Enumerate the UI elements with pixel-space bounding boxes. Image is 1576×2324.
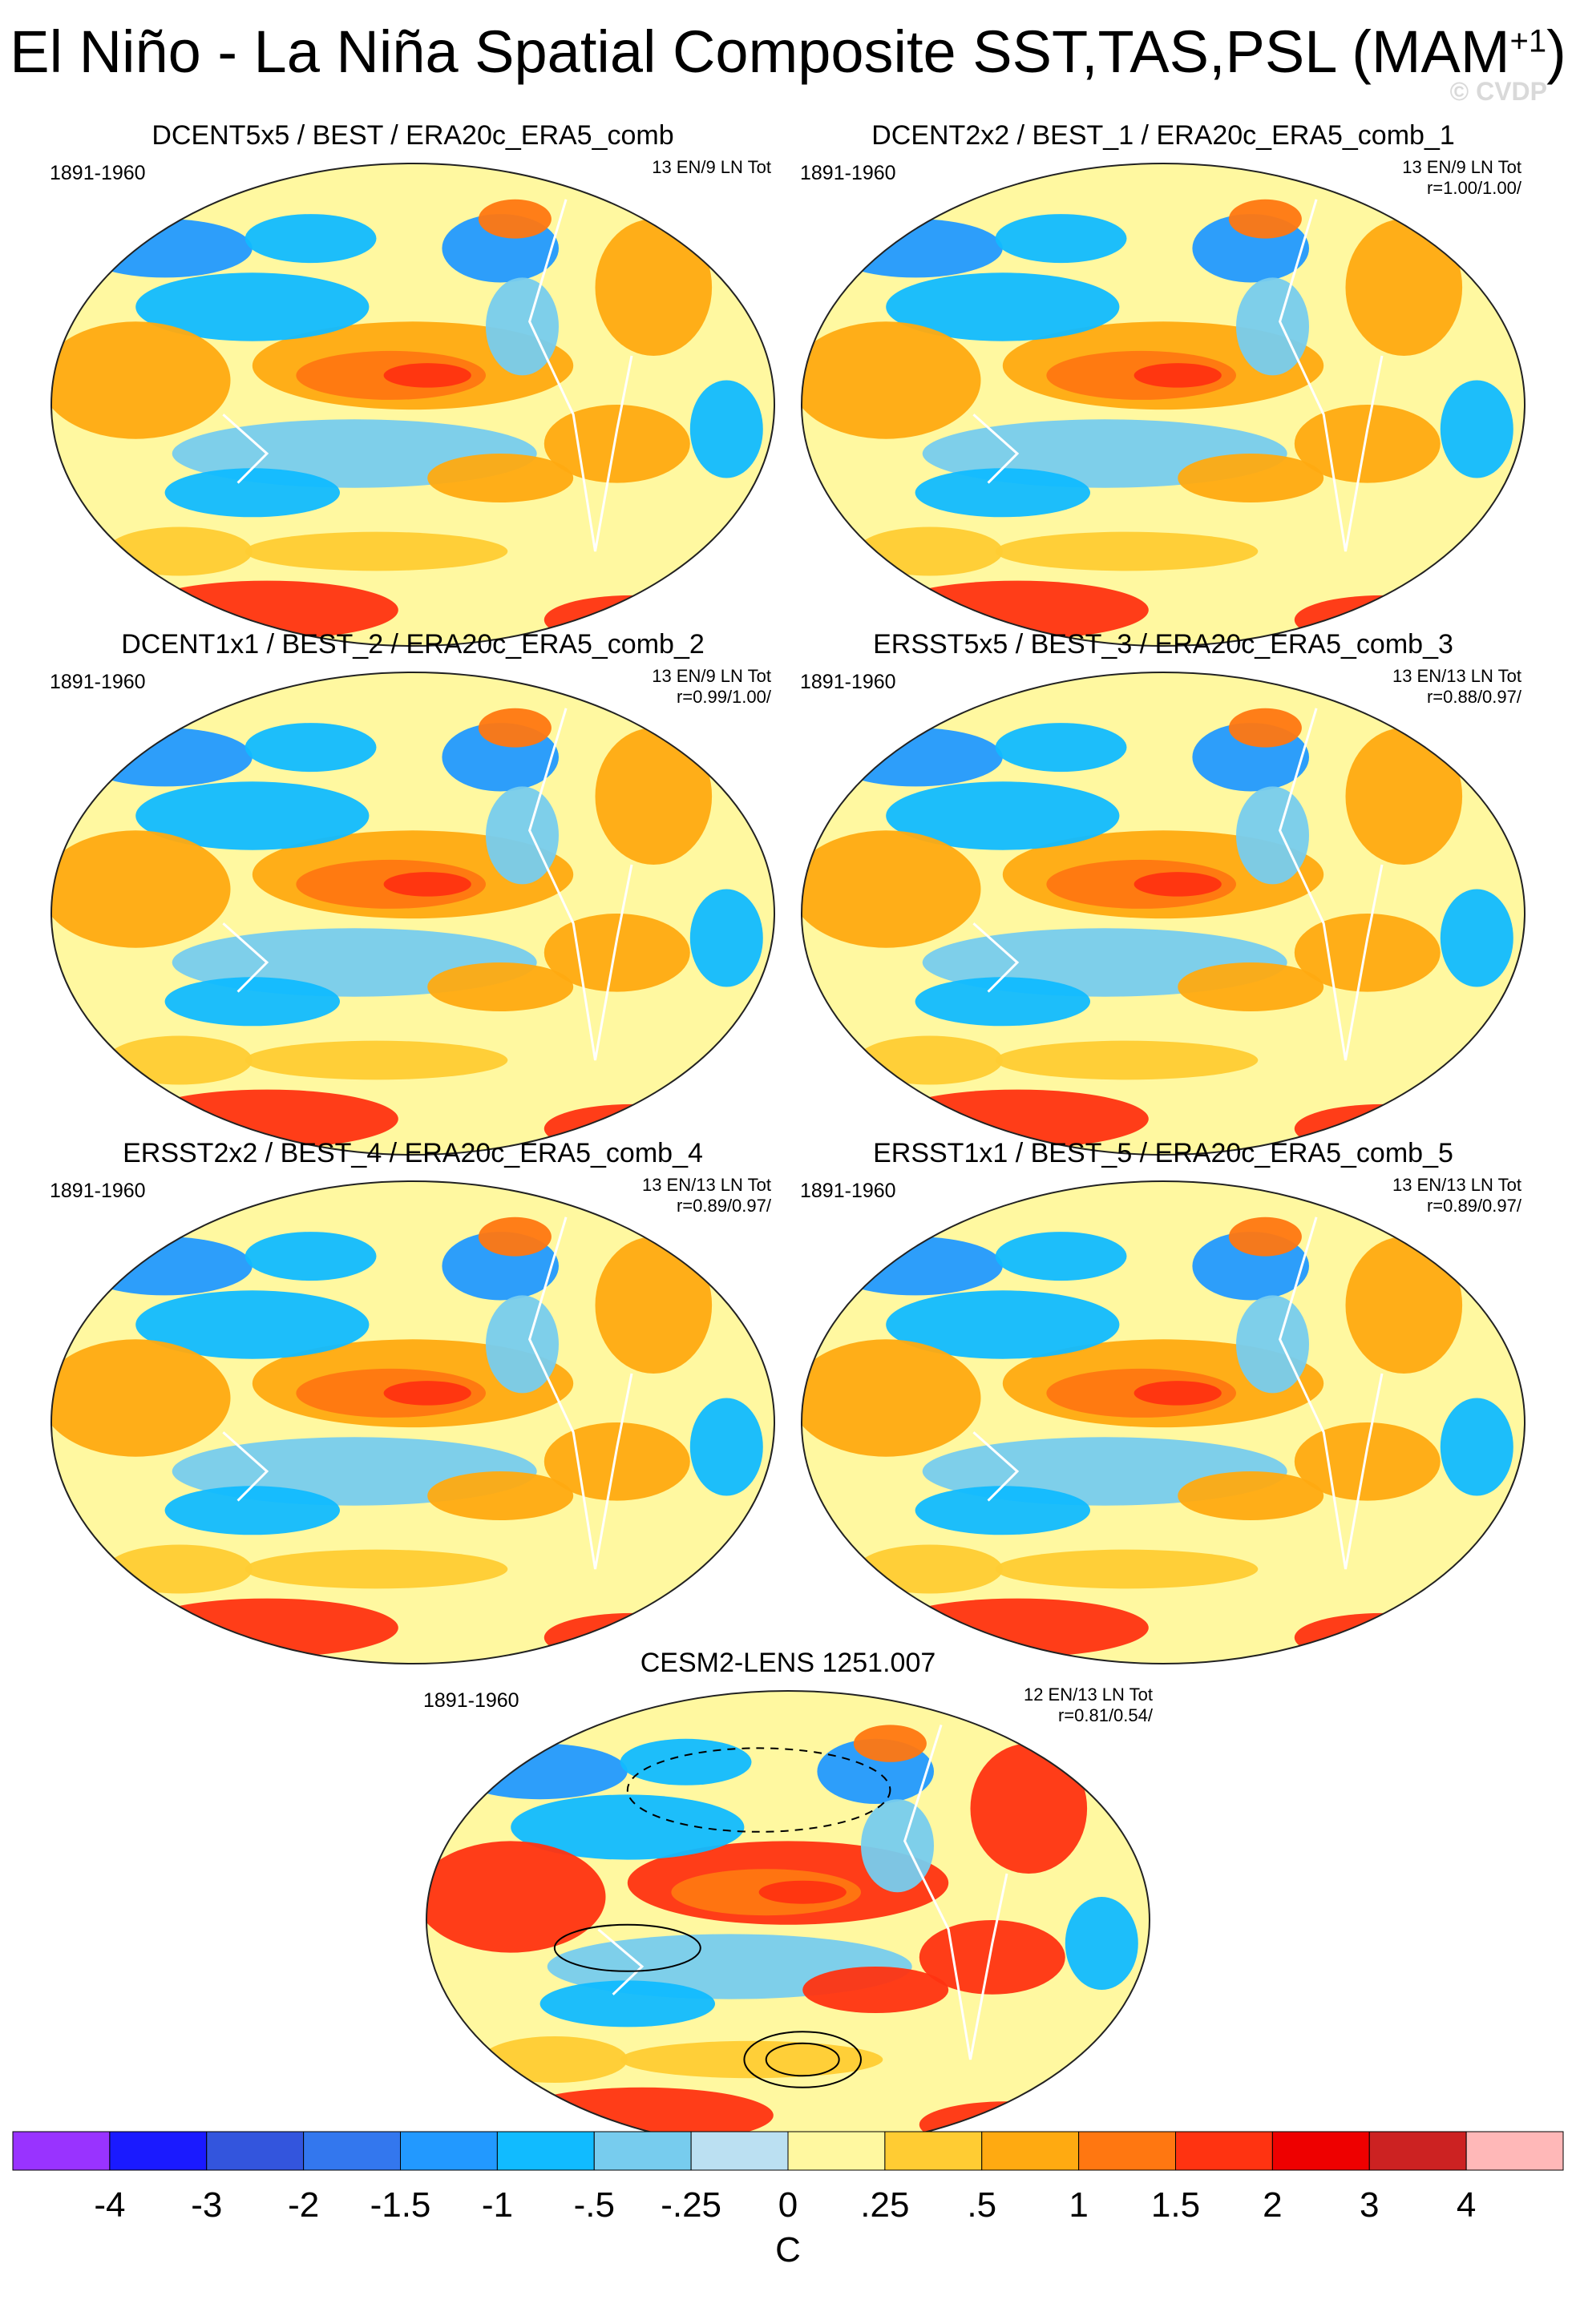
colorbar-swatch: [981, 2131, 1080, 2171]
map-panel: CESM2-LENS 1251.007 1891-1960 12 EN/13 LN …: [423, 1648, 1153, 2161]
panel-composite-info: 12 EN/13 LN Tot r=0.81/0.54/: [1024, 1684, 1153, 1726]
map-panel: ERSST2x2 / BEST_4 / ERA20c_ERA5_comb_4 18…: [48, 1138, 778, 1675]
composite-map: [801, 163, 1525, 647]
colorbar-swatch: [884, 2131, 983, 2171]
composite-count: 12 EN/13 LN Tot: [1023, 1684, 1153, 1705]
colorbar-swatch: [1271, 2131, 1370, 2171]
colorbar-tick-label: 4: [1457, 2185, 1476, 2225]
panel-years: 1891-1960: [423, 1689, 519, 1712]
composite-map: [51, 672, 775, 1156]
panel-composite-info: 13 EN/13 LN Tot r=0.89/0.97/: [642, 1175, 771, 1216]
panel-composite-info: 13 EN/13 LN Tot r=0.88/0.97/: [1392, 666, 1521, 708]
pattern-correlation: r=0.89/0.97/: [676, 1196, 771, 1216]
panel-years: 1891-1960: [50, 1180, 146, 1202]
colorbar-tick-label: .5: [967, 2185, 996, 2225]
panel-title: DCENT1x1 / BEST_2 / ERA20c_ERA5_comb_2: [121, 629, 705, 660]
colorbar-swatch: [12, 2131, 111, 2171]
figure-title: El Niño - La Niña Spatial Composite SST,…: [10, 18, 1566, 85]
colorbar-tick-label: 1: [1069, 2185, 1088, 2225]
panel-title: DCENT5x5 / BEST / ERA20c_ERA5_comb: [152, 120, 674, 151]
map-panel: DCENT2x2 / BEST_1 / ERA20c_ERA5_comb_1 18…: [798, 120, 1528, 657]
colorbar-swatch: [690, 2131, 789, 2171]
panel-title: ERSST1x1 / BEST_5 / ERA20c_ERA5_comb_5: [873, 1138, 1453, 1168]
panel-composite-info: 13 EN/13 LN Tot r=0.89/0.97/: [1392, 1175, 1521, 1216]
pattern-correlation: r=0.89/0.97/: [1426, 1196, 1521, 1216]
colorbar-swatch: [1175, 2131, 1273, 2171]
composite-map: [801, 672, 1525, 1156]
composite-count: 13 EN/13 LN Tot: [1392, 666, 1521, 686]
colorbar-swatch: [1368, 2131, 1467, 2171]
colorbar-tick-label: -1.5: [370, 2185, 431, 2225]
colorbar-tick-label: -.5: [574, 2185, 615, 2225]
pattern-correlation: r=0.99/1.00/: [676, 687, 771, 707]
composite-count: 13 EN/9 LN Tot: [652, 157, 771, 177]
composite-count: 13 EN/13 LN Tot: [1392, 1175, 1521, 1195]
colorbar-swatch: [496, 2131, 595, 2171]
composite-count: 13 EN/9 LN Tot: [1402, 157, 1521, 177]
colorbar-tick-label: -3: [191, 2185, 222, 2225]
panel-years: 1891-1960: [800, 1180, 896, 1202]
composite-map: [426, 1690, 1150, 2150]
colorbar-swatch: [787, 2131, 886, 2171]
pattern-correlation: r=0.81/0.54/: [1057, 1705, 1153, 1725]
colorbar-tick-label: 3: [1360, 2185, 1379, 2225]
panel-years: 1891-1960: [50, 162, 146, 184]
colorbar-tick-label: -2: [288, 2185, 319, 2225]
colorbar-tick-label: .25: [860, 2185, 909, 2225]
panel-years: 1891-1960: [800, 671, 896, 693]
composite-count: 13 EN/13 LN Tot: [641, 1175, 771, 1195]
colorbar-swatch: [400, 2131, 498, 2171]
colorbar-tick-label: 1.5: [1151, 2185, 1200, 2225]
colorbar-swatch: [303, 2131, 401, 2171]
pattern-correlation: r=1.00/1.00/: [1426, 178, 1521, 198]
composite-map: [801, 1180, 1525, 1664]
panel-title: DCENT2x2 / BEST_1 / ERA20c_ERA5_comb_1: [871, 120, 1455, 151]
composite-count: 13 EN/9 LN Tot: [652, 666, 771, 686]
colorbar-tick-label: -4: [94, 2185, 125, 2225]
colorbar-swatch: [593, 2131, 692, 2171]
colorbar-swatch: [109, 2131, 208, 2171]
pattern-correlation: r=0.88/0.97/: [1426, 687, 1521, 707]
colorbar-tick-label: -.25: [661, 2185, 721, 2225]
panel-title: ERSST5x5 / BEST_3 / ERA20c_ERA5_comb_3: [873, 629, 1453, 660]
colorbar-tick-label: 2: [1263, 2185, 1282, 2225]
panel-title: CESM2-LENS 1251.007: [640, 1648, 936, 1678]
panel-years: 1891-1960: [800, 162, 896, 184]
colorbar-tick-label: 0: [778, 2185, 798, 2225]
colorbar-swatch: [1465, 2131, 1564, 2171]
colorbar-swatch: [1078, 2131, 1176, 2171]
panel-composite-info: 13 EN/9 LN Tot r=1.00/1.00/: [1402, 157, 1521, 199]
panel-years: 1891-1960: [50, 671, 146, 693]
map-panel: DCENT1x1 / BEST_2 / ERA20c_ERA5_comb_2 18…: [48, 629, 778, 1166]
panel-composite-info: 13 EN/9 LN Tot r=0.99/1.00/: [652, 666, 771, 708]
colorbar-unit: C: [775, 2230, 801, 2270]
composite-map: [51, 1180, 775, 1664]
panel-composite-info: 13 EN/9 LN Tot: [652, 157, 771, 178]
panel-title: ERSST2x2 / BEST_4 / ERA20c_ERA5_comb_4: [123, 1138, 703, 1168]
colorbar: -4 -3 -2 -1.5 -1 -.5 -.25 0 .25 .5 1 1.5 2 3 4 C: [12, 2131, 1564, 2270]
map-panel: DCENT5x5 / BEST / ERA20c_ERA5_comb 1891-1…: [48, 120, 778, 657]
composite-map: [51, 163, 775, 647]
colorbar-tick-label: -1: [482, 2185, 513, 2225]
cvdp-watermark: © CVDP: [1449, 77, 1547, 106]
map-panel: ERSST1x1 / BEST_5 / ERA20c_ERA5_comb_5 18…: [798, 1138, 1528, 1675]
map-panel: ERSST5x5 / BEST_3 / ERA20c_ERA5_comb_3 18…: [798, 629, 1528, 1166]
colorbar-swatch: [206, 2131, 305, 2171]
